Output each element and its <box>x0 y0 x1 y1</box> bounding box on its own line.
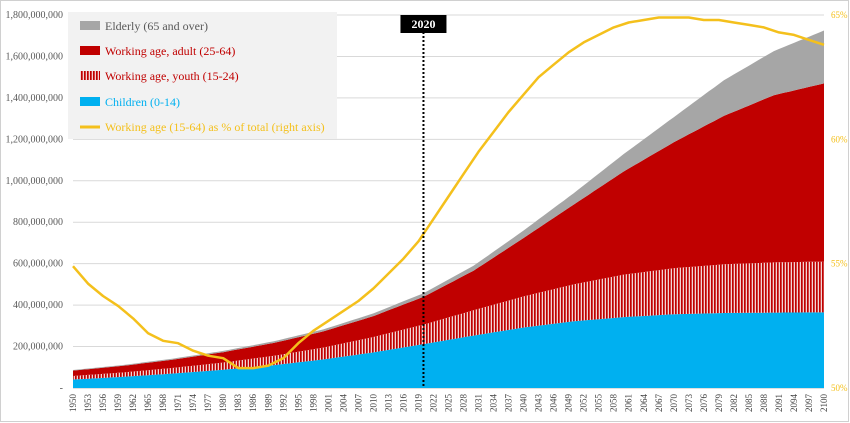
x-tick-label: 1959 <box>113 394 123 413</box>
y-tick-label: 1,800,000,000 <box>6 10 64 21</box>
x-tick-label: 1956 <box>98 394 108 413</box>
x-tick-label: 1983 <box>233 394 243 413</box>
x-tick-label: 2037 <box>504 394 514 413</box>
legend-background <box>68 12 337 139</box>
legend-swatch-children <box>80 97 100 106</box>
x-tick-label: 2040 <box>519 394 529 413</box>
y2-tick-label: 60% <box>831 134 848 144</box>
x-tick-label: 2016 <box>398 394 408 413</box>
x-tick-label: 2085 <box>744 394 754 413</box>
x-tick-label: 2094 <box>789 394 799 413</box>
x-tick-label: 2100 <box>819 394 829 413</box>
x-tick-label: 2058 <box>609 394 619 413</box>
y-tick-label: 800,000,000 <box>13 217 63 228</box>
legend-label-working-age-share: Working age (15-64) as % of total (right… <box>105 120 325 134</box>
x-tick-label: 2088 <box>759 394 769 413</box>
x-tick-label: 2049 <box>564 394 574 413</box>
x-tick-label: 1974 <box>188 394 198 413</box>
legend-item-children: Children (0-14) <box>80 95 180 109</box>
x-tick-label: 1977 <box>203 394 213 413</box>
x-tick-label: 2013 <box>383 394 393 413</box>
x-tick-label: 2025 <box>444 394 454 413</box>
y2-tick-label: 55% <box>831 259 848 269</box>
x-tick-label: 2079 <box>714 394 724 413</box>
legend-swatch-elderly <box>80 21 100 30</box>
legend-item-elderly: Elderly (65 and over) <box>80 19 208 33</box>
x-tick-label: 2028 <box>459 394 469 413</box>
x-tick-label: 2034 <box>489 394 499 413</box>
y-tick-label: 600,000,000 <box>13 259 63 270</box>
x-tick-label: 2022 <box>428 394 438 412</box>
legend-swatch-youth <box>80 71 100 80</box>
year-2020-label-box <box>400 15 447 33</box>
x-tick-label: 2091 <box>774 394 784 412</box>
working-age-share-line <box>72 16 825 370</box>
x-tick-label: 2043 <box>534 394 544 413</box>
x-tick-label: 1971 <box>173 394 183 412</box>
legend-label-elderly: Elderly (65 and over) <box>105 19 208 33</box>
x-tick-label: 1962 <box>128 394 138 412</box>
x-tick-label: 2031 <box>474 394 484 412</box>
x-tick-label: 1968 <box>158 394 168 413</box>
area-adult <box>73 83 824 377</box>
y2-tick-label: 50% <box>831 383 848 393</box>
legend-swatch-adult <box>80 46 100 55</box>
x-tick-label: 2007 <box>353 394 363 413</box>
x-tick-label: 1980 <box>218 394 228 413</box>
x-tick-label: 2061 <box>624 394 634 412</box>
right-y-axis: 50% 55% 60% 65% <box>831 10 848 393</box>
legend-label-youth: Working age, youth (15-24) <box>105 69 239 83</box>
legend-item-working-age-share: Working age (15-64) as % of total (right… <box>80 120 325 134</box>
y-tick-label: 400,000,000 <box>13 300 63 311</box>
x-tick-label: 1995 <box>293 394 303 413</box>
legend-label-adult: Working age, adult (25-64) <box>105 44 235 58</box>
legend-label-children: Children (0-14) <box>105 95 180 109</box>
y-tick-label: - <box>60 383 63 394</box>
x-tick-label: 2055 <box>594 394 604 413</box>
x-tick-label: 1992 <box>278 394 288 412</box>
y2-tick-label: 65% <box>831 10 848 20</box>
x-tick-label: 2076 <box>699 394 709 413</box>
y-tick-label: 200,000,000 <box>13 342 63 353</box>
y-tick-label: 1,600,000,000 <box>6 51 64 62</box>
x-tick-label: 2064 <box>639 394 649 413</box>
x-tick-label: 2004 <box>338 394 348 413</box>
x-tick-label: 2001 <box>323 394 333 412</box>
legend: Elderly (65 and over) Working age, adult… <box>68 12 337 139</box>
x-tick-label: 1953 <box>83 394 93 413</box>
y-tick-label: 1,400,000,000 <box>6 93 64 104</box>
left-y-axis: - 200,000,000 400,000,000 600,000,000 800,00… <box>6 10 64 394</box>
x-tick-label: 2010 <box>368 394 378 413</box>
x-tick-label: 2082 <box>729 394 739 412</box>
legend-item-youth: Working age, youth (15-24) <box>80 69 239 83</box>
line-layer <box>72 16 825 370</box>
y-tick-label: 1,200,000,000 <box>6 134 64 145</box>
x-tick-label: 2046 <box>549 394 559 413</box>
year-2020-label: 2020 <box>411 17 435 31</box>
area-youth <box>73 261 824 380</box>
x-tick-label: 2052 <box>579 394 589 412</box>
x-tick-label: 1989 <box>263 394 273 413</box>
x-tick-label: 1965 <box>143 394 153 413</box>
x-tick-label: 2067 <box>654 394 664 413</box>
x-tick-label: 1998 <box>308 394 318 413</box>
area-children <box>73 312 824 388</box>
legend-item-adult: Working age, adult (25-64) <box>80 44 235 58</box>
stacked-areas <box>73 30 824 388</box>
x-tick-label: 2073 <box>684 394 694 413</box>
x-tick-label: 2070 <box>669 394 679 413</box>
y-tick-label: 1,000,000,000 <box>6 176 64 187</box>
x-tick-label: 1986 <box>248 394 258 413</box>
x-tick-label: 2019 <box>413 394 423 413</box>
x-tick-label: 1950 <box>68 394 78 413</box>
year-2020-marker: 2020 <box>400 15 447 388</box>
x-axis: 1950 1953 1956 1959 1962 1965 1968 1971 1974 1977… <box>68 394 829 413</box>
x-tick-label: 2097 <box>804 394 814 413</box>
